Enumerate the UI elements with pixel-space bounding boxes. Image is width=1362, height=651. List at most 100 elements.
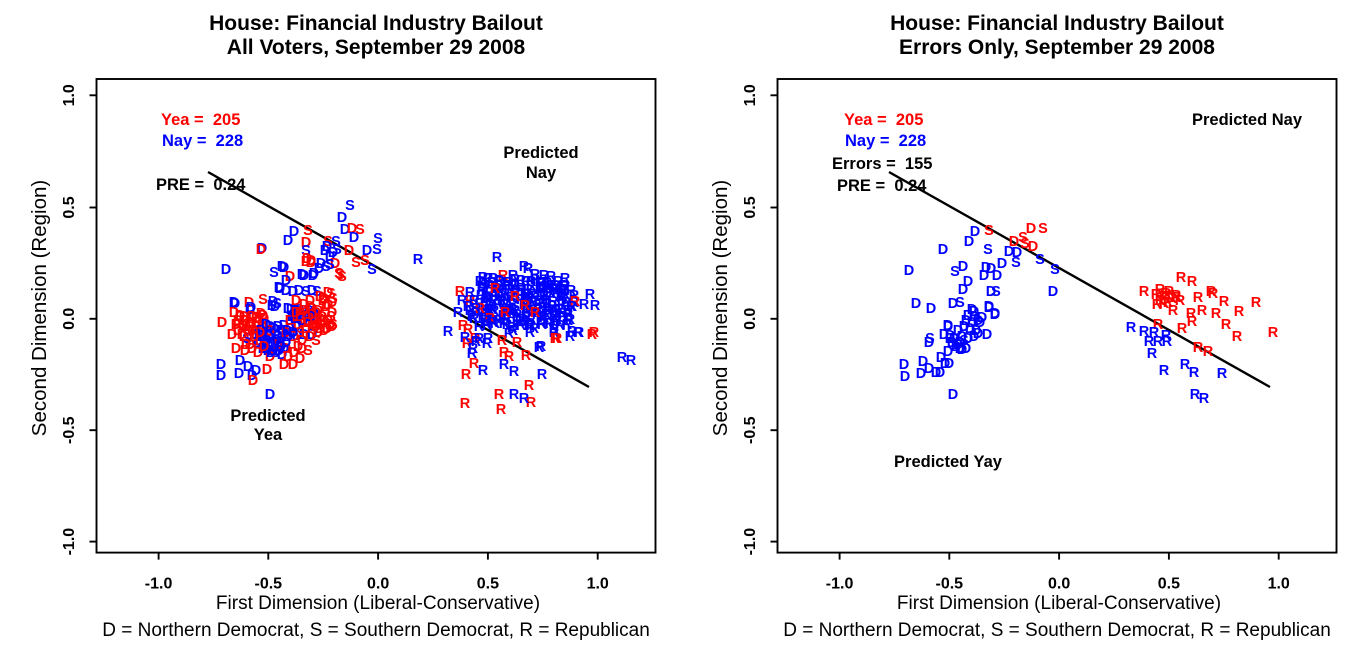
svg-text:D: D xyxy=(259,339,269,355)
svg-text:R: R xyxy=(463,322,474,338)
svg-text:D: D xyxy=(301,235,311,251)
svg-text:D: D xyxy=(281,283,291,299)
svg-text:S: S xyxy=(959,333,969,349)
svg-text:D: D xyxy=(297,341,307,357)
svg-text:S: S xyxy=(1011,255,1021,271)
svg-text:R: R xyxy=(1147,346,1158,362)
svg-text:R: R xyxy=(1144,334,1155,350)
svg-text:D: D xyxy=(263,343,273,359)
svg-text:D: D xyxy=(265,323,275,339)
svg-text:R: R xyxy=(465,293,476,309)
svg-text:S: S xyxy=(372,242,382,258)
svg-text:D: D xyxy=(975,315,985,331)
svg-text:D: D xyxy=(961,313,971,329)
svg-text:D: D xyxy=(959,319,969,335)
svg-text:R: R xyxy=(510,286,521,302)
svg-text:D: D xyxy=(301,254,311,270)
svg-text:R: R xyxy=(504,326,515,342)
svg-text:R: R xyxy=(510,289,521,305)
svg-text:R: R xyxy=(536,309,547,325)
svg-text:D: D xyxy=(953,323,963,339)
svg-text:R: R xyxy=(503,275,514,291)
svg-text:S: S xyxy=(991,284,1001,300)
svg-text:D: D xyxy=(325,317,335,333)
svg-text:D: D xyxy=(281,273,291,289)
svg-text:D: D xyxy=(263,325,273,341)
svg-text:S: S xyxy=(301,243,311,259)
svg-text:R: R xyxy=(471,301,482,317)
svg-text:D: D xyxy=(308,313,318,329)
svg-text:R: R xyxy=(488,315,499,331)
svg-text:-1.0: -1.0 xyxy=(742,528,759,556)
svg-text:D: D xyxy=(1004,244,1014,260)
svg-text:R: R xyxy=(1206,284,1217,300)
svg-text:R: R xyxy=(544,302,555,318)
svg-text:R: R xyxy=(493,297,504,313)
svg-text:R: R xyxy=(499,316,510,332)
svg-text:0.5: 0.5 xyxy=(477,576,499,593)
svg-text:D: D xyxy=(270,335,280,351)
svg-text:R: R xyxy=(502,278,513,294)
svg-text:D: D xyxy=(267,298,277,314)
svg-text:R: R xyxy=(545,285,556,301)
svg-text:R: R xyxy=(516,292,527,308)
svg-text:R: R xyxy=(1162,334,1173,350)
svg-text:R: R xyxy=(508,323,519,339)
svg-text:Yea = 205: Yea = 205 xyxy=(161,111,240,129)
svg-text:R: R xyxy=(522,309,533,325)
svg-text:D: D xyxy=(281,325,291,341)
svg-text:R: R xyxy=(497,293,508,309)
svg-text:D: D xyxy=(317,309,327,325)
svg-text:R: R xyxy=(544,279,555,295)
svg-text:R: R xyxy=(1139,284,1150,300)
svg-text:D: D xyxy=(307,317,317,333)
svg-text:D: D xyxy=(900,369,910,385)
svg-text:R: R xyxy=(1155,293,1166,309)
svg-text:D: D xyxy=(259,335,269,351)
svg-text:D: D xyxy=(314,261,324,277)
svg-text:D: D xyxy=(261,341,271,357)
svg-text:R: R xyxy=(530,305,541,321)
svg-text:D: D xyxy=(973,313,983,329)
svg-text:R: R xyxy=(487,302,498,318)
svg-text:R: R xyxy=(482,336,493,352)
svg-text:D: D xyxy=(1028,239,1038,255)
svg-text:0.0: 0.0 xyxy=(1048,576,1070,593)
svg-text:D: D xyxy=(276,339,286,355)
svg-text:R: R xyxy=(1161,328,1172,344)
svg-text:D: D xyxy=(243,359,253,375)
svg-text:R: R xyxy=(1251,295,1262,311)
svg-text:D: D xyxy=(283,349,293,365)
svg-text:R: R xyxy=(499,297,510,313)
svg-text:R: R xyxy=(485,285,496,301)
svg-text:R: R xyxy=(488,271,499,287)
svg-text:D: D xyxy=(277,323,287,339)
svg-text:R: R xyxy=(471,304,482,320)
svg-text:D: D xyxy=(269,321,279,337)
svg-text:R: R xyxy=(469,311,480,327)
svg-text:R: R xyxy=(566,299,577,315)
svg-text:R: R xyxy=(484,302,495,318)
svg-text:D: D xyxy=(288,357,298,373)
svg-text:D: D xyxy=(986,284,996,300)
svg-text:D: D xyxy=(319,323,329,339)
svg-text:R: R xyxy=(1190,387,1201,403)
svg-text:R: R xyxy=(465,303,476,319)
svg-text:S: S xyxy=(258,292,268,308)
svg-text:R: R xyxy=(490,281,501,297)
svg-text:R: R xyxy=(520,298,531,314)
svg-text:D: D xyxy=(270,299,280,315)
svg-text:D: D xyxy=(240,313,250,329)
svg-text:D: D xyxy=(249,329,259,345)
svg-text:D: D xyxy=(325,249,335,265)
svg-text:D: D xyxy=(943,344,953,360)
svg-text:R: R xyxy=(483,291,494,307)
svg-text:1.0: 1.0 xyxy=(61,84,78,106)
svg-text:S: S xyxy=(925,331,935,347)
svg-text:D: D xyxy=(322,239,332,255)
svg-text:R: R xyxy=(1177,321,1188,337)
svg-text:D: D xyxy=(229,295,239,311)
svg-text:D: D xyxy=(245,302,255,318)
svg-text:D: D xyxy=(294,283,304,299)
svg-text:S: S xyxy=(303,343,313,359)
